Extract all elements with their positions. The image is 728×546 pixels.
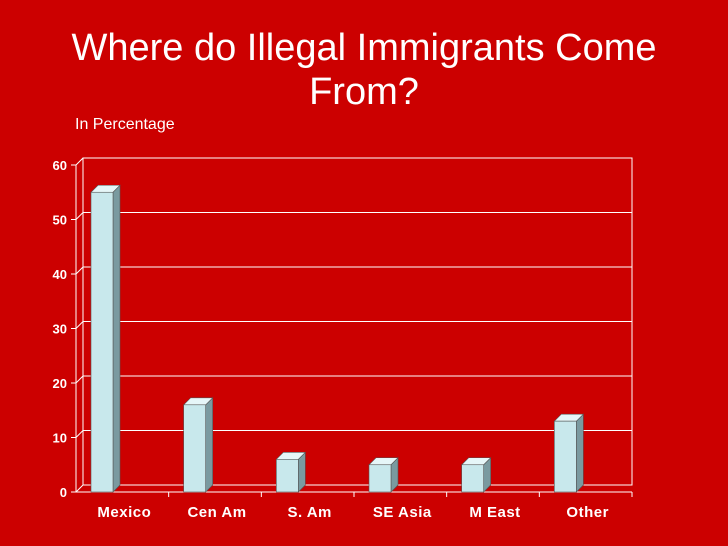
gridline-side xyxy=(75,430,84,438)
bar-cen-am xyxy=(183,404,206,493)
bar-mexico xyxy=(90,191,114,493)
gridline-side xyxy=(75,266,84,275)
bar-side xyxy=(205,397,213,493)
y-tick-label: 10 xyxy=(53,431,67,446)
x-tick-label: Other xyxy=(566,504,609,521)
gridline-side xyxy=(75,375,84,384)
bar-side xyxy=(112,184,121,493)
x-tick-label: Cen Am xyxy=(187,504,246,521)
y-tick-label: 40 xyxy=(53,267,67,282)
bar-s-am xyxy=(276,458,299,493)
y-tick-label: 60 xyxy=(53,158,67,173)
bar-m-east xyxy=(461,464,484,493)
y-tick-label: 30 xyxy=(53,322,67,337)
bar-side xyxy=(576,413,584,493)
x-tick-label: M East xyxy=(469,504,520,521)
grid-layer xyxy=(71,157,633,497)
y-tick-label: 20 xyxy=(53,376,67,391)
x-tick-label: Mexico xyxy=(97,504,151,521)
slide-title: Where do Illegal Immigrants Come From? xyxy=(71,27,657,113)
gridline-side xyxy=(75,212,84,220)
x-tick-label: S. Am xyxy=(287,504,331,521)
gridline-side xyxy=(75,157,84,166)
bars-layer xyxy=(90,184,585,493)
chart-subtitle: In Percentage xyxy=(75,116,175,133)
gridline-side xyxy=(75,321,84,329)
bar-se-asia xyxy=(368,464,392,493)
y-tick-label: 50 xyxy=(53,213,67,228)
bar-other xyxy=(554,420,577,493)
labels-layer: 0 10 20 30 40 50 60 Mexico Cen Am S. Am SE Asia M E… xyxy=(53,158,609,521)
y-tick-label: 0 xyxy=(60,485,67,500)
floor-edge xyxy=(75,484,84,493)
x-tick-label: SE Asia xyxy=(373,504,432,521)
